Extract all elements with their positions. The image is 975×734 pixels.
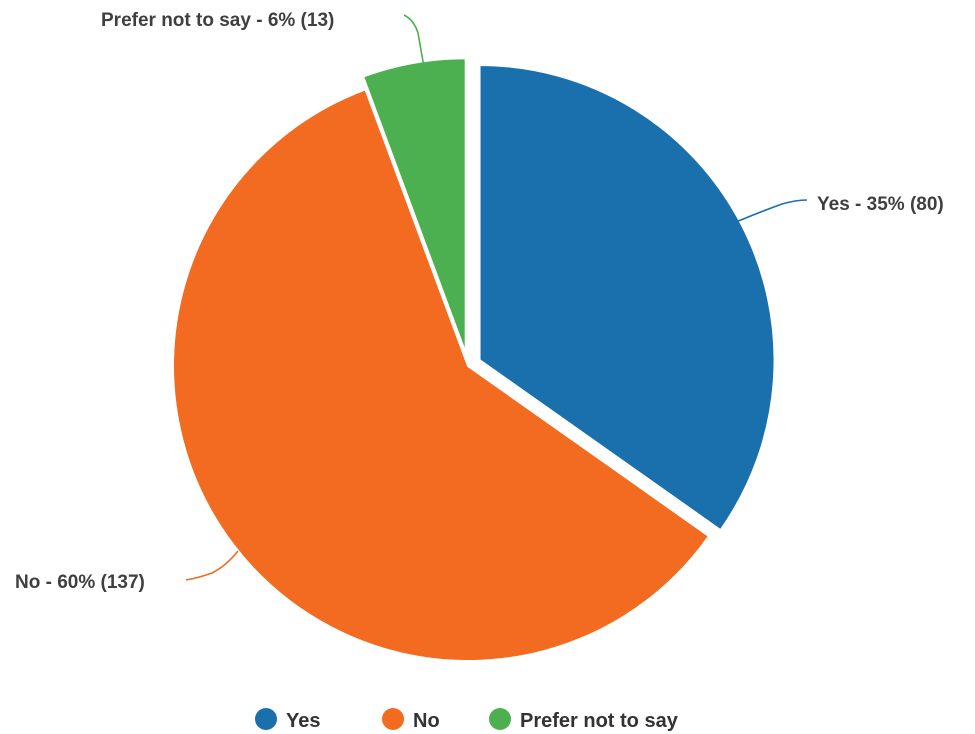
leader-line-no [185,550,239,581]
legend-label-yes: Yes [286,710,320,732]
legend-label-prefer-not-to-say: Prefer not to say [520,710,679,732]
legend-swatch-prefer-not-to-say [489,708,511,730]
legend-item-prefer-not-to-say[interactable]: Prefer not to say [489,708,679,732]
pie-slice-prefer-not-to-say[interactable] [361,57,467,354]
legend-swatch-no [382,708,404,730]
leader-line-prefer-not-to-say [403,14,426,74]
pie-slices [172,57,776,662]
slice-label-yes: Yes - 35% (80) [817,194,944,215]
slice-label-prefer-not-to-say: Prefer not to say - 6% (13) [101,10,334,31]
pie-slice-no[interactable] [172,88,711,662]
legend-item-yes[interactable]: Yes [255,708,320,732]
leader-line-yes [735,199,808,223]
legend-item-no[interactable]: No [382,708,440,732]
leader-lines [185,14,808,581]
slice-label-no: No - 60% (137) [15,572,145,593]
slice-labels: Yes - 35% (80) No - 60% (137) Prefer not… [15,10,944,593]
legend-swatch-yes [255,708,277,730]
pie-slice-yes[interactable] [478,64,776,532]
legend-label-no: No [413,710,440,732]
legend: Yes No Prefer not to say [255,708,679,732]
